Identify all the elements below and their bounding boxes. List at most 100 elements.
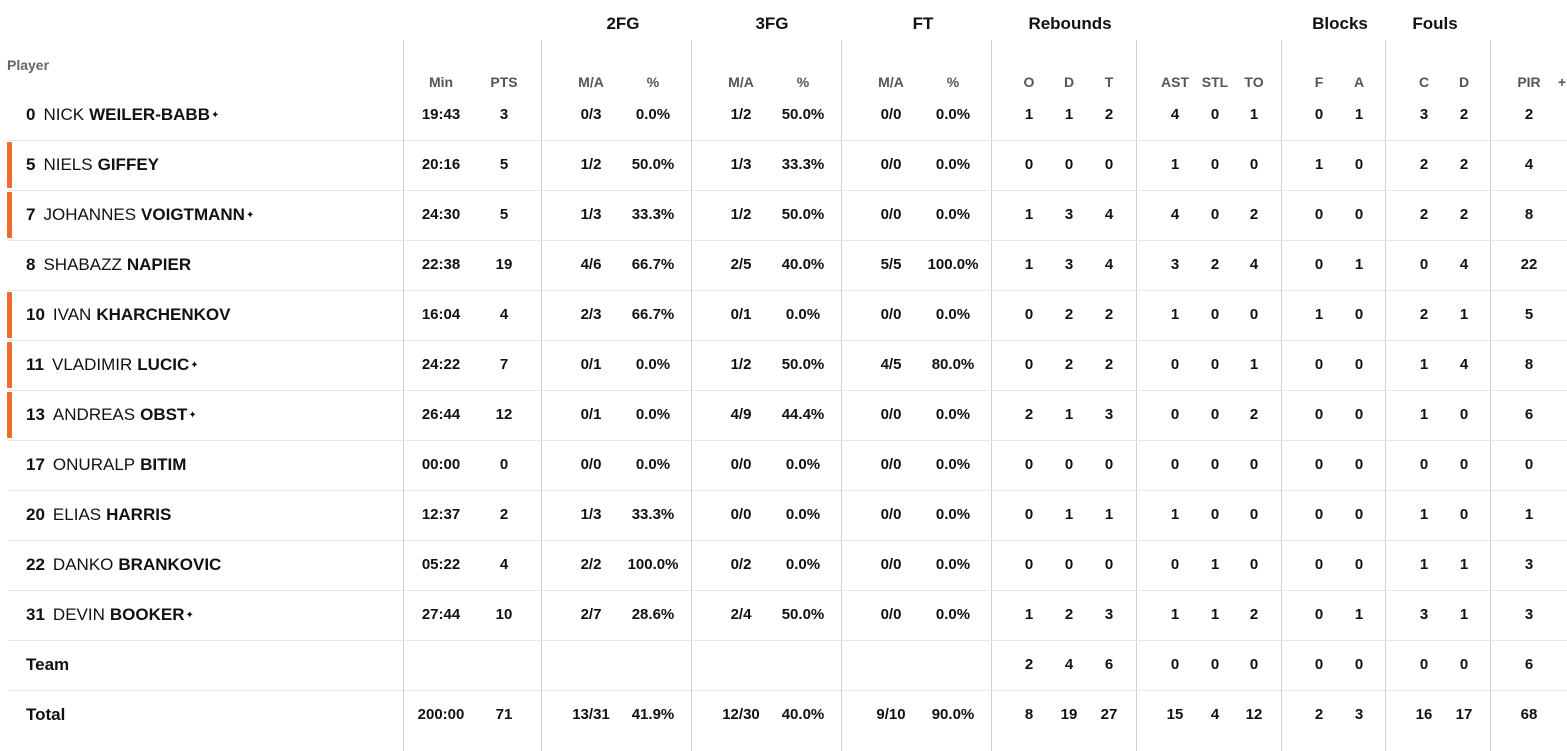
column-header-foul-c[interactable]: C [1418, 74, 1430, 90]
column-header-2fg-ma[interactable]: M/A [578, 74, 604, 90]
stat-pts: 3 [499, 106, 509, 123]
row-divider [8, 240, 1567, 241]
stat-ft-pct: 0.0% [935, 556, 971, 573]
team-label: Team [26, 655, 70, 674]
column-header-min[interactable]: Min [428, 74, 454, 90]
player-number: 22 [26, 555, 45, 574]
player-name-link[interactable]: 10 IVAN KHARCHENKOV [26, 290, 230, 340]
column-header-ft-ma[interactable]: M/A [878, 74, 904, 90]
player-first-name: JOHANNES [43, 205, 137, 224]
column-header-reb-t[interactable]: T [1104, 74, 1114, 90]
stat-to: 12 [1245, 706, 1263, 723]
column-header-reb-d[interactable]: D [1063, 74, 1075, 90]
column-header-foul-d[interactable]: D [1458, 74, 1470, 90]
stat-ft-ma: 0/0 [880, 406, 902, 423]
column-header-3fg-pct[interactable]: % [796, 74, 810, 90]
stat-reb-d: 3 [1064, 206, 1074, 223]
stat-ast: 15 [1166, 706, 1184, 723]
stat-min: 24:22 [421, 356, 461, 373]
table-row[interactable]: 31 DEVIN BOOKER✦ 27:44 10 2/7 28.6% 2/4 50.0% 0/0… [0, 590, 1567, 640]
column-header-stl[interactable]: STL [1201, 74, 1229, 90]
stat-3fg-pct: 50.0% [781, 106, 825, 123]
stat-3fg-pct: 0.0% [785, 456, 821, 473]
stat-blk-a: 1 [1354, 606, 1364, 623]
stat-to: 0 [1249, 306, 1259, 323]
table-row[interactable]: 0 NICK WEILER-BABB✦ 19:43 3 0/3 0.0% 1/2 50.0% 0/… [0, 90, 1567, 140]
stat-pir: 6 [1524, 406, 1534, 423]
stat-3fg-pct: 50.0% [781, 206, 825, 223]
player-first-name: NIELS [43, 155, 93, 174]
stat-pts: 19 [495, 256, 513, 273]
stat-blk-f: 0 [1314, 506, 1324, 523]
player-name-link[interactable]: 7 JOHANNES VOIGTMANN✦ [26, 190, 254, 240]
player-number: 13 [26, 405, 45, 424]
divider [841, 40, 842, 751]
stat-ast: 1 [1170, 156, 1180, 173]
stat-ft-ma: 0/0 [880, 156, 902, 173]
stat-to: 0 [1249, 556, 1259, 573]
column-header-reb-o[interactable]: O [1023, 74, 1035, 90]
column-header-plus[interactable]: + [1557, 74, 1567, 90]
table-row[interactable]: 5 NIELS GIFFEY 20:16 5 1/2 50.0% 1/3 33.3% 0/0 0.0… [0, 140, 1567, 190]
player-name-link[interactable]: 17 ONURALP BITIM [26, 440, 186, 490]
column-header-blk-f[interactable]: F [1314, 74, 1324, 90]
column-header-blk-a[interactable]: A [1353, 74, 1365, 90]
stat-blk-a: 0 [1354, 406, 1364, 423]
stat-to: 1 [1249, 356, 1259, 373]
stat-reb-d: 3 [1064, 256, 1074, 273]
table-row[interactable]: 7 JOHANNES VOIGTMANN✦ 24:30 5 1/3 33.3% 1/2 50.0… [0, 190, 1567, 240]
stat-ft-ma: 0/0 [880, 456, 902, 473]
stat-pts: 12 [495, 406, 513, 423]
column-header-pir[interactable]: PIR [1517, 74, 1541, 90]
stat-ft-pct: 0.0% [935, 406, 971, 423]
stat-reb-d: 0 [1064, 556, 1074, 573]
stat-reb-t: 1 [1104, 506, 1114, 523]
column-header-to[interactable]: TO [1244, 74, 1264, 90]
player-last-name: OBST [140, 405, 188, 424]
column-header-ft-pct[interactable]: % [946, 74, 960, 90]
stat-2fg-pct: 0.0% [635, 356, 671, 373]
divider [1136, 40, 1137, 751]
column-header-pts[interactable]: PTS [490, 74, 518, 90]
stat-ft-pct: 0.0% [935, 306, 971, 323]
stat-pir: 8 [1524, 356, 1534, 373]
player-name-link[interactable]: 11 VLADIMIR LUCIC✦ [26, 340, 199, 390]
stat-2fg-pct: 28.6% [631, 606, 675, 623]
stat-2fg-ma [556, 640, 626, 690]
stat-foul-d: 4 [1459, 256, 1469, 273]
stat-blk-f: 1 [1314, 156, 1324, 173]
status-marker [7, 142, 12, 188]
total-row: Total 200:00 71 13/31 41.9% 12/30 40.0% 9/10 90.… [0, 690, 1567, 740]
stat-3fg-ma: 1/2 [730, 206, 752, 223]
stat-min: 200:00 [417, 706, 465, 723]
stat-3fg-pct: 40.0% [781, 706, 825, 723]
stat-2fg-ma: 0/3 [580, 106, 602, 123]
player-name-link[interactable]: 22 DANKO BRANKOVIC [26, 540, 221, 590]
column-header-3fg-ma[interactable]: M/A [728, 74, 754, 90]
player-name-link[interactable]: 20 ELIAS HARRIS [26, 490, 171, 540]
divider [691, 40, 692, 751]
player-name-link[interactable]: 5 NIELS GIFFEY [26, 140, 159, 190]
player-name-link[interactable]: 8 SHABAZZ NAPIER [26, 240, 191, 290]
column-header-ast[interactable]: AST [1161, 74, 1189, 90]
table-row[interactable]: 10 IVAN KHARCHENKOV 16:04 4 2/3 66.7% 0/1 0.0% 0/… [0, 290, 1567, 340]
column-header-2fg-pct[interactable]: % [646, 74, 660, 90]
group-title-ft: FT [912, 14, 934, 33]
stat-reb-t: 4 [1104, 206, 1114, 223]
stat-3fg-ma: 0/1 [730, 306, 752, 323]
table-row[interactable]: 20 ELIAS HARRIS 12:37 2 1/3 33.3% 0/0 0.0% 0/0 0.0… [0, 490, 1567, 540]
player-name-link[interactable]: 13 ANDREAS OBST✦ [26, 390, 197, 440]
player-name-link[interactable]: 31 DEVIN BOOKER✦ [26, 590, 194, 640]
stat-3fg-ma: 1/2 [730, 356, 752, 373]
table-row[interactable]: 13 ANDREAS OBST✦ 26:44 12 0/1 0.0% 4/9 44.4% 0/0 0… [0, 390, 1567, 440]
table-row[interactable]: 22 DANKO BRANKOVIC 05:22 4 2/2 100.0% 0/2 0.0% 0/… [0, 540, 1567, 590]
player-last-name: NAPIER [126, 255, 192, 274]
stat-to: 2 [1249, 606, 1259, 623]
table-row[interactable]: 8 SHABAZZ NAPIER 22:38 19 4/6 66.7% 2/5 40.0% 5/5… [0, 240, 1567, 290]
player-name-link[interactable]: 0 NICK WEILER-BABB✦ [26, 90, 219, 140]
stat-to: 0 [1249, 456, 1259, 473]
stat-pts: 10 [495, 606, 513, 623]
stat-ast: 1 [1170, 306, 1180, 323]
table-row[interactable]: 17 ONURALP BITIM 00:00 0 0/0 0.0% 0/0 0.0% 0/0 0.0… [0, 440, 1567, 490]
table-row[interactable]: 11 VLADIMIR LUCIC✦ 24:22 7 0/1 0.0% 1/2 50.0% 4/5… [0, 340, 1567, 390]
